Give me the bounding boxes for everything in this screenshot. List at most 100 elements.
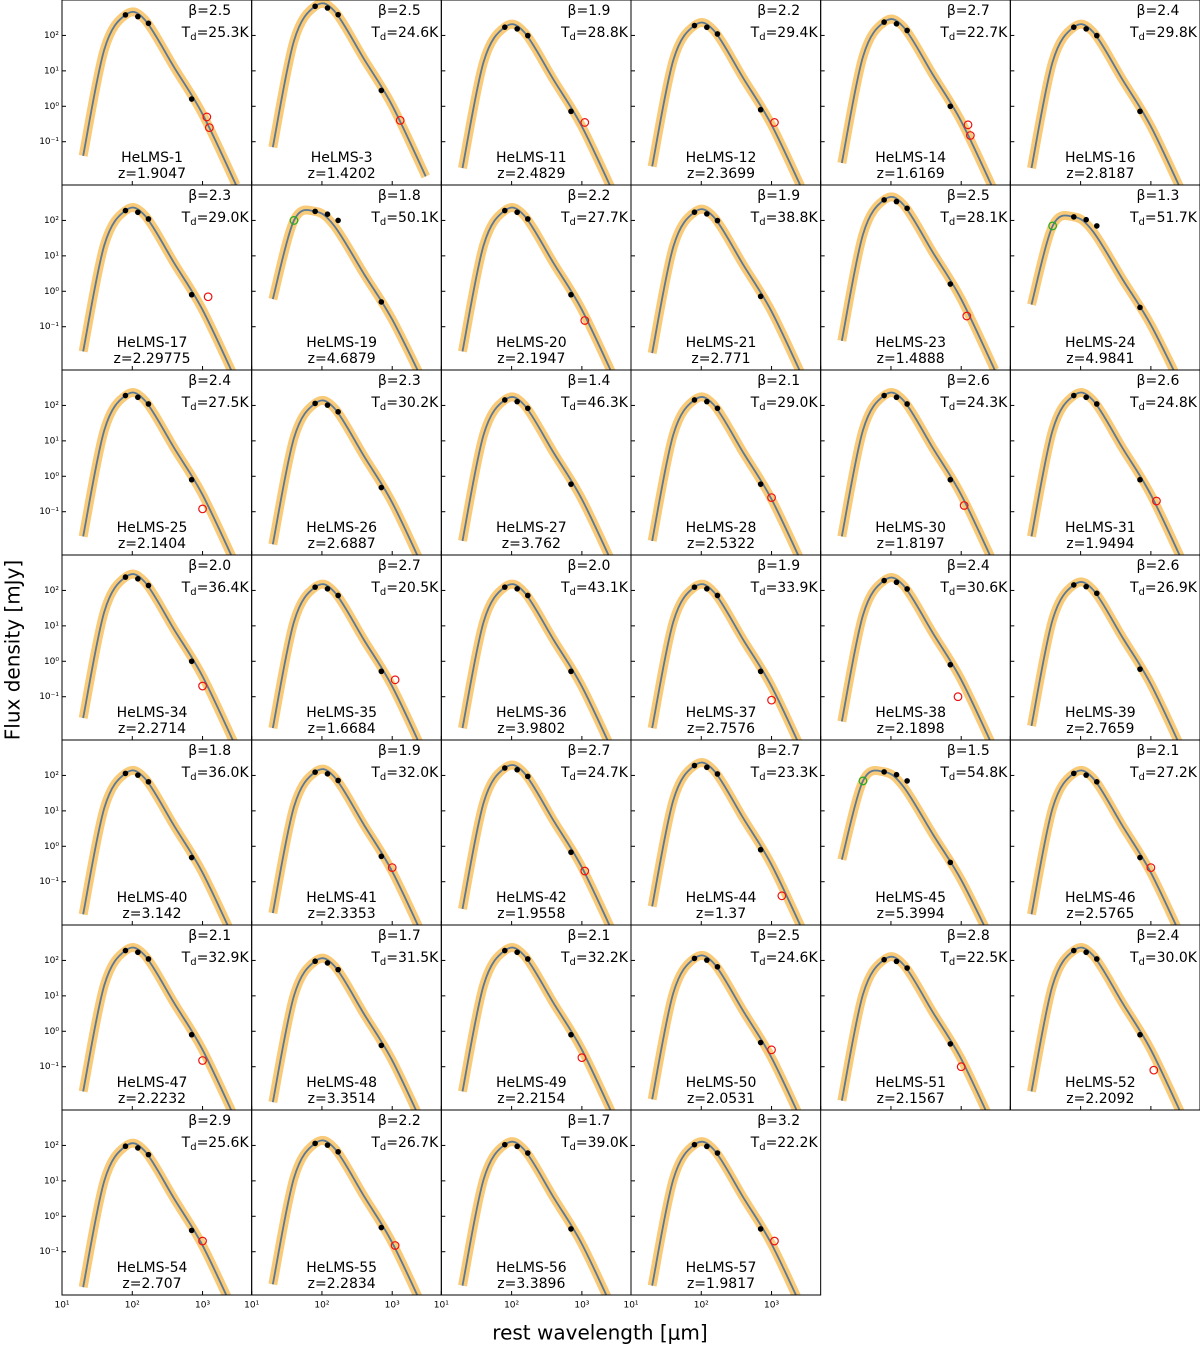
source-name: HeLMS-37	[686, 705, 757, 721]
red-point	[390, 675, 400, 685]
red-point	[777, 891, 787, 901]
temperature-label: Td=33.9K	[750, 580, 819, 598]
fit-curve	[651, 954, 798, 1110]
data-point	[757, 846, 764, 853]
redshift-label: z=2.1404	[118, 536, 186, 552]
red-point	[770, 118, 779, 127]
plot-area	[837, 192, 999, 370]
y-tick-label: 10⁰	[44, 842, 59, 852]
fit-curve	[651, 761, 802, 925]
data-point	[1137, 854, 1143, 861]
temperature-label: Td=24.6K	[370, 25, 439, 43]
data-point	[568, 291, 574, 298]
plot-area	[78, 1138, 232, 1295]
redshift-label: z=1.4888	[877, 351, 945, 367]
data-point	[904, 965, 910, 971]
fit-curve	[1030, 23, 1180, 185]
red-point	[1152, 496, 1161, 506]
plot-area	[647, 392, 804, 555]
data-point	[1070, 582, 1077, 588]
panel: β=2.6 Td=24.3K HeLMS-30z=1.8197	[820, 369, 1011, 556]
data-point	[335, 1149, 341, 1155]
redshift-label: z=1.37	[696, 906, 746, 922]
temperature-label: Td=29.4K	[750, 25, 819, 43]
redshift-label: z=1.6684	[308, 721, 376, 737]
data-point	[145, 779, 152, 785]
x-tick-label: 10²	[504, 1301, 519, 1311]
source-name: HeLMS-27	[496, 520, 567, 536]
data-point	[947, 1041, 954, 1047]
fit-curve	[1030, 946, 1181, 1110]
data-point	[122, 770, 129, 777]
temperature-label: Td=38.8K	[750, 210, 819, 228]
panel: 10⁻¹ 10⁰ 10¹ 10² β=2.4 Td=27.5K HeLMS-25z=2.14…	[39, 369, 253, 556]
y-tick-label: 10¹	[44, 621, 59, 631]
source-name: HeLMS-54	[117, 1260, 188, 1276]
data-point	[312, 584, 318, 590]
redshift-label: z=1.8197	[877, 536, 945, 552]
source-name: HeLMS-1	[121, 150, 183, 166]
y-tick-label: 10⁻¹	[39, 507, 59, 517]
fit-curve	[271, 399, 419, 555]
temperature-label: Td=36.0K	[181, 765, 250, 783]
temperature-label: Td=29.0K	[750, 395, 819, 413]
data-point	[893, 198, 900, 205]
temperature-label: Td=22.7K	[939, 25, 1008, 43]
fit-curve	[1030, 769, 1177, 925]
beta-label: β=1.5	[947, 743, 990, 759]
panel: β=2.5 Td=24.6K HeLMS-3z=1.4202	[251, 0, 442, 186]
data-point	[714, 31, 721, 37]
plot-area	[837, 14, 997, 185]
panel: β=2.7 Td=20.5K HeLMS-35z=1.6684	[251, 554, 442, 741]
beta-label: β=1.7	[568, 1113, 611, 1129]
y-tick-label: 10⁻¹	[39, 322, 59, 332]
data-point	[714, 771, 721, 777]
plot-area	[458, 1137, 612, 1295]
beta-label: β=2.1	[1137, 743, 1180, 759]
beta-label: β=2.2	[378, 1113, 421, 1129]
data-point	[1094, 779, 1100, 785]
data-point	[568, 481, 574, 487]
redshift-label: z=2.8187	[1066, 166, 1134, 182]
panel: β=2.7 Td=23.3K HeLMS-44z=1.37	[630, 739, 822, 926]
data-point	[1070, 392, 1077, 399]
data-point	[525, 405, 531, 412]
panel: 10⁻¹ 10⁰ 10¹ 10² β=2.0 Td=36.4K HeLMS-34z=2.27…	[39, 554, 253, 741]
redshift-label: z=2.2154	[497, 1091, 565, 1107]
redshift-label: z=3.3896	[497, 1276, 565, 1292]
x-tick-label: 10¹	[54, 1301, 69, 1311]
data-point	[1083, 26, 1089, 32]
source-name: HeLMS-48	[306, 1075, 377, 1091]
temperature-label: Td=30.0K	[1129, 950, 1198, 968]
redshift-label: z=1.9558	[497, 906, 565, 922]
plot-area	[268, 1135, 423, 1295]
panel: 10⁻¹ 10⁰ 10¹ 10² β=2.1 Td=32.9K HeLMS-47z=2.22…	[39, 924, 253, 1111]
beta-label: β=2.6	[1137, 558, 1180, 574]
data-point	[1094, 956, 1100, 962]
data-point	[335, 966, 341, 973]
red-point	[204, 123, 214, 133]
source-name: HeLMS-20	[496, 335, 567, 351]
panel-frame	[630, 1109, 822, 1296]
fit-curve	[461, 946, 612, 1110]
beta-label: β=2.8	[947, 928, 990, 944]
source-name: HeLMS-30	[875, 520, 946, 536]
temperature-label: Td=30.6K	[939, 580, 1008, 598]
fit-curve	[461, 764, 611, 925]
data-point	[691, 955, 698, 962]
beta-label: β=2.2	[757, 3, 800, 19]
temperature-label: Td=26.9K	[1129, 580, 1198, 598]
fit-curve	[271, 2, 427, 177]
data-point	[947, 103, 954, 110]
redshift-label: z=2.1947	[497, 351, 565, 367]
y-axis-label: Flux density [mJy]	[1, 560, 25, 740]
y-tick-label: 10¹	[44, 1176, 59, 1186]
beta-label: β=2.5	[757, 928, 800, 944]
beta-label: β=1.8	[188, 743, 231, 759]
redshift-label: z=2.5322	[687, 536, 755, 552]
y-tick-label: 10¹	[44, 991, 59, 1001]
panel: 10¹ 10² 10³ β=3.2 Td=22.2K HeLMS-57z=1.9817	[623, 1109, 822, 1311]
redshift-label: z=2.4829	[497, 166, 565, 182]
plot-area	[647, 1137, 801, 1295]
panel: β=1.9 Td=28.8K HeLMS-11z=2.4829	[440, 0, 632, 186]
